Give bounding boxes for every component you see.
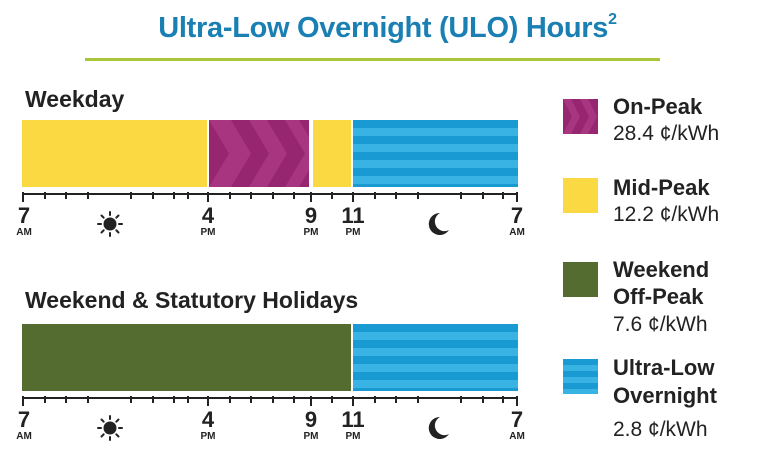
- page-title: Ultra-Low Overnight (ULO) Hours2: [158, 11, 617, 44]
- weekday-tick-9pm: 9 PM: [303, 203, 319, 238]
- weekend-off-peak-swatch: [563, 262, 598, 297]
- legend-ulo-name-1: Ultra-Low: [613, 355, 715, 380]
- mid-peak-swatch: [563, 178, 598, 213]
- sun-icon: [97, 415, 123, 441]
- weekend-tick-9pm: 9 PM: [303, 407, 319, 442]
- weekday-bar: [22, 120, 518, 187]
- weekday-tick-11pm: 11 PM: [341, 203, 365, 238]
- legend-on-peak-price: 28.4 ¢/kWh: [613, 122, 720, 145]
- legend-weekend-off-peak-name-1: Weekend: [613, 257, 710, 282]
- weekday-tick-7am-start: 7 AM: [16, 203, 32, 238]
- weekend-bar: [22, 324, 518, 391]
- weekday-ultra-low-overnight: [353, 120, 518, 187]
- weekday-on-peak: [209, 120, 309, 187]
- weekend-tick-4pm: 4 PM: [200, 407, 216, 442]
- title-underline: [85, 58, 660, 61]
- ulo-swatch: [563, 359, 598, 394]
- legend-weekend-off-peak-price: 7.6 ¢/kWh: [613, 313, 708, 336]
- weekday-mid-peak-morning: [22, 120, 207, 187]
- weekday-axis: [22, 192, 518, 202]
- sun-icon: [97, 211, 123, 237]
- weekday-mid-peak-evening: [313, 120, 351, 187]
- legend-ulo-name-2: Overnight: [613, 383, 717, 408]
- legend-weekend-off-peak-name-2: Off-Peak: [613, 284, 704, 309]
- weekend-off-peak: [22, 324, 351, 391]
- legend-ulo-price: 2.8 ¢/kWh: [613, 418, 708, 441]
- weekday-tick-4pm: 4 PM: [200, 203, 216, 238]
- legend-mid-peak-price: 12.2 ¢/kWh: [613, 203, 720, 226]
- moon-icon: [425, 211, 451, 237]
- legend-mid-peak-name: Mid-Peak: [613, 175, 710, 200]
- weekday-label: Weekday: [25, 86, 125, 112]
- weekend-ultra-low-overnight: [353, 324, 518, 391]
- weekend-label: Weekend & Statutory Holidays: [25, 287, 359, 313]
- weekday-tick-7am-end: 7 AM: [509, 203, 525, 238]
- weekend-axis: [22, 396, 518, 406]
- weekend-tick-7am-start: 7 AM: [16, 407, 32, 442]
- weekend-tick-11pm: 11 PM: [341, 407, 365, 442]
- legend-on-peak-name: On-Peak: [613, 94, 703, 119]
- on-peak-swatch: [563, 99, 598, 134]
- moon-icon: [425, 415, 451, 441]
- weekend-tick-7am-end: 7 AM: [509, 407, 525, 442]
